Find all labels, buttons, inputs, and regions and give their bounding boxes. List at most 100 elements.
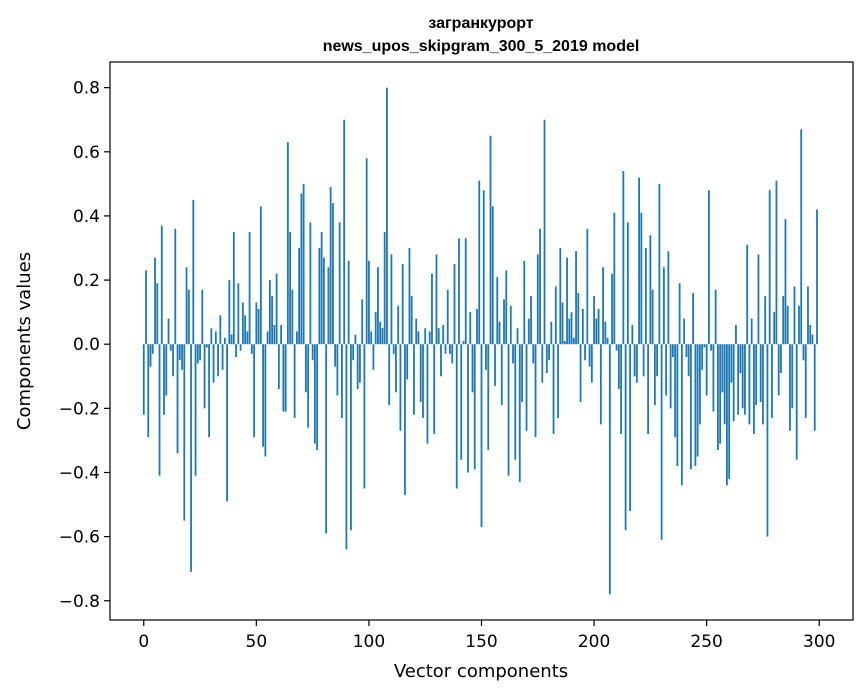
bar bbox=[359, 344, 361, 383]
bar bbox=[156, 283, 159, 345]
bar bbox=[579, 344, 582, 402]
bar bbox=[435, 254, 438, 345]
bar bbox=[248, 231, 251, 345]
bar bbox=[611, 273, 613, 345]
bar bbox=[780, 344, 782, 374]
bar bbox=[726, 344, 728, 486]
bar bbox=[444, 344, 447, 354]
bar bbox=[692, 292, 695, 345]
bar bbox=[208, 344, 210, 438]
bar bbox=[205, 344, 208, 348]
bar bbox=[221, 344, 224, 370]
bar bbox=[237, 283, 240, 345]
bar bbox=[800, 129, 803, 345]
bar bbox=[699, 344, 701, 425]
bar bbox=[361, 299, 364, 345]
bar bbox=[282, 344, 285, 412]
bar bbox=[250, 344, 253, 354]
bar bbox=[329, 187, 332, 345]
bar bbox=[201, 289, 204, 345]
bar bbox=[685, 344, 688, 358]
bar bbox=[277, 344, 280, 390]
bar bbox=[737, 344, 740, 415]
bar bbox=[748, 344, 751, 425]
bar bbox=[768, 190, 771, 345]
bar bbox=[386, 87, 388, 345]
bar bbox=[635, 344, 638, 383]
bar bbox=[426, 344, 429, 444]
bar bbox=[408, 248, 411, 345]
bar bbox=[631, 324, 634, 345]
bar bbox=[336, 344, 339, 396]
bar bbox=[453, 264, 456, 345]
bar bbox=[599, 344, 602, 425]
bar bbox=[187, 289, 190, 345]
bar bbox=[428, 331, 431, 345]
y-tick-label: −0.8 bbox=[59, 592, 100, 612]
bar bbox=[624, 344, 627, 531]
bar bbox=[334, 344, 337, 367]
bar bbox=[505, 270, 508, 345]
bar bbox=[525, 344, 528, 431]
bar bbox=[228, 280, 231, 345]
bar bbox=[644, 248, 647, 345]
bar bbox=[392, 344, 395, 354]
bar bbox=[689, 344, 692, 470]
bar bbox=[658, 183, 661, 345]
bar bbox=[410, 296, 413, 345]
bar bbox=[784, 219, 787, 345]
bar bbox=[262, 344, 264, 447]
bar bbox=[347, 260, 350, 345]
bar bbox=[554, 286, 557, 345]
plot-frame bbox=[109, 61, 854, 621]
bar bbox=[379, 321, 382, 345]
bar bbox=[622, 171, 625, 345]
bar bbox=[550, 321, 553, 345]
bar bbox=[710, 344, 713, 351]
bar bbox=[309, 222, 312, 345]
bar bbox=[741, 344, 744, 409]
bar bbox=[545, 344, 548, 374]
bar bbox=[395, 344, 397, 393]
bar bbox=[433, 344, 436, 434]
bar bbox=[388, 344, 391, 406]
bar bbox=[613, 212, 616, 345]
bar bbox=[620, 344, 622, 434]
bar bbox=[809, 324, 812, 345]
bar bbox=[145, 270, 147, 345]
bar bbox=[487, 344, 490, 451]
bar bbox=[203, 344, 206, 409]
bar bbox=[683, 318, 686, 345]
bar bbox=[586, 228, 589, 345]
bar bbox=[214, 331, 217, 345]
x-tick-label: 100 bbox=[353, 632, 385, 652]
bar bbox=[732, 344, 735, 422]
bar bbox=[509, 305, 512, 345]
bar bbox=[176, 344, 179, 454]
bar bbox=[419, 344, 422, 402]
bar bbox=[160, 225, 163, 345]
bar bbox=[354, 334, 357, 345]
bar bbox=[789, 344, 791, 431]
y-tick-label: 0.4 bbox=[73, 207, 100, 227]
bar bbox=[552, 344, 555, 434]
bar bbox=[588, 344, 591, 367]
bar bbox=[399, 344, 402, 431]
x-tick-label: 250 bbox=[690, 632, 722, 652]
bar bbox=[595, 318, 598, 345]
bar bbox=[496, 276, 499, 345]
bar bbox=[563, 341, 566, 345]
bar bbox=[543, 119, 546, 345]
bar bbox=[196, 344, 199, 364]
bar bbox=[813, 344, 816, 431]
y-axis-ticks: −0.8 −0.6 −0.4 −0.2 0.0 0.2 0.4 0.6 0.8 bbox=[59, 79, 110, 612]
bar bbox=[158, 344, 161, 476]
bar bbox=[174, 228, 177, 345]
bar bbox=[417, 331, 420, 345]
bar bbox=[372, 344, 375, 370]
bar bbox=[322, 257, 325, 345]
bar bbox=[485, 344, 487, 370]
bar bbox=[593, 296, 595, 345]
bar bbox=[289, 231, 292, 345]
bar bbox=[404, 344, 406, 495]
